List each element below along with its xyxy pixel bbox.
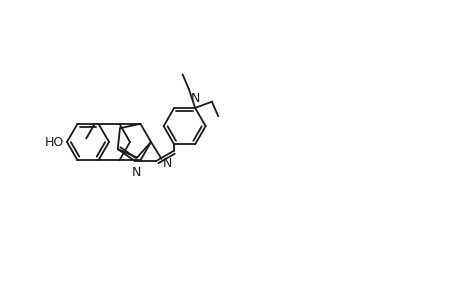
Text: N: N bbox=[190, 92, 199, 105]
Text: N: N bbox=[131, 166, 140, 179]
Text: N: N bbox=[162, 157, 172, 169]
Text: HO: HO bbox=[45, 136, 64, 148]
